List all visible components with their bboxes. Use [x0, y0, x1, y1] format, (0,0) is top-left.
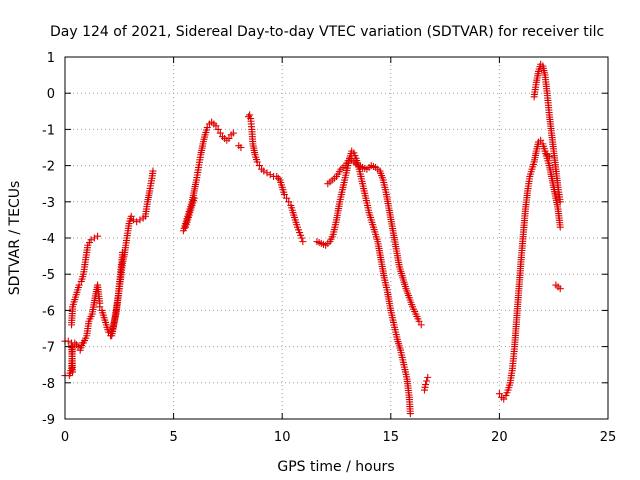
- data-point-9-1: [246, 111, 254, 119]
- data-point-4-0: [96, 303, 104, 311]
- data-point-13-0: [495, 390, 503, 398]
- data-point-9-35: [280, 191, 288, 199]
- data-point-4-10: [104, 328, 112, 336]
- series-evening-d: [552, 281, 564, 293]
- y-tick-label-6: -5: [42, 268, 55, 283]
- data-point-16-2: [556, 285, 564, 293]
- x-tick-label-5: 25: [600, 430, 617, 445]
- y-tick-label-3: -2: [42, 160, 55, 175]
- data-point-2-17: [75, 281, 83, 289]
- plot-frame: [64, 56, 609, 420]
- y-tick-label-4: -3: [42, 196, 55, 211]
- series-afternoon-c: [420, 373, 432, 394]
- grid-lines: [65, 57, 608, 419]
- data-points: [61, 60, 564, 418]
- data-point-6-49: [214, 125, 222, 133]
- x-axis-label: GPS time / hours: [277, 459, 394, 475]
- data-point-12-3: [423, 377, 431, 385]
- data-point-12-4: [424, 373, 432, 381]
- data-point-9-52: [299, 238, 307, 246]
- data-point-9-37: [285, 198, 293, 206]
- y-tick-label-1: 0: [47, 87, 55, 102]
- series-afternoon-b: [324, 154, 425, 329]
- y-tick-label-5: -4: [42, 232, 55, 247]
- data-point-9-36: [283, 194, 291, 202]
- y-tick-label-8: -7: [42, 341, 55, 356]
- data-point-0-1: [64, 337, 72, 345]
- series-evening-a: [495, 136, 564, 403]
- y-tick-label-9: -8: [42, 377, 55, 392]
- data-point-15-2: [545, 153, 553, 161]
- y-tick-label-7: -6: [42, 304, 55, 319]
- y-axis-label: SDTVAR / TECUs: [7, 181, 23, 296]
- data-point-4-62: [127, 212, 135, 220]
- data-point-9-21: [255, 162, 263, 170]
- data-point-8-1: [237, 144, 245, 151]
- data-point-11-92: [415, 317, 423, 325]
- series-midday-c: [235, 142, 245, 151]
- x-tick-label-0: 0: [61, 430, 69, 445]
- data-point-13-2: [500, 395, 508, 403]
- data-point-4-64: [133, 218, 141, 226]
- y-tick-label-10: -9: [42, 413, 55, 428]
- data-point-6-54: [225, 134, 233, 142]
- data-point-13-114: [537, 136, 545, 144]
- data-point-6-44: [203, 124, 211, 132]
- data-point-9-27: [273, 172, 281, 180]
- chart-title: Day 124 of 2021, Sidereal Day-to-day VTE…: [50, 24, 604, 40]
- series-afternoon-a: [313, 147, 414, 418]
- data-point-2-37: [94, 232, 102, 240]
- data-point-9-51: [298, 234, 306, 242]
- data-point-6-50: [216, 129, 224, 137]
- y-tick-label-0: 1: [47, 51, 55, 66]
- data-point-4-86: [149, 167, 157, 175]
- series-evening-b: [530, 60, 564, 206]
- data-point-9-25: [266, 171, 274, 179]
- x-tick-label-4: 20: [491, 430, 508, 445]
- series-early-e: [96, 167, 157, 340]
- data-point-7-12: [190, 194, 198, 202]
- series-evening-c: [541, 147, 553, 161]
- data-point-9-20: [253, 158, 261, 166]
- data-point-12-2: [422, 381, 430, 389]
- data-point-14-74: [556, 198, 564, 206]
- data-point-6-48: [212, 122, 220, 130]
- series-midday-a: [179, 118, 237, 235]
- data-point-11-93: [417, 321, 425, 329]
- data-point-9-24: [263, 169, 271, 177]
- data-point-5-35: [119, 248, 127, 256]
- x-tick-label-2: 10: [274, 430, 291, 445]
- series-midday-b: [182, 194, 198, 231]
- data-point-10-156: [406, 410, 414, 418]
- data-point-6-56: [229, 129, 237, 137]
- x-tick-label-1: 5: [169, 430, 177, 445]
- y-tick-label-2: -1: [42, 123, 55, 138]
- data-point-2-36: [90, 234, 98, 242]
- series-midday-d: [245, 111, 307, 246]
- data-point-4-65: [136, 216, 144, 224]
- x-tick-label-3: 15: [383, 430, 400, 445]
- data-point-13-152: [556, 223, 564, 231]
- series-early-f: [108, 248, 127, 340]
- series-early-c: [68, 232, 102, 329]
- data-point-1-16: [74, 343, 82, 351]
- data-point-15-0: [541, 147, 549, 155]
- series-early-d: [79, 281, 104, 347]
